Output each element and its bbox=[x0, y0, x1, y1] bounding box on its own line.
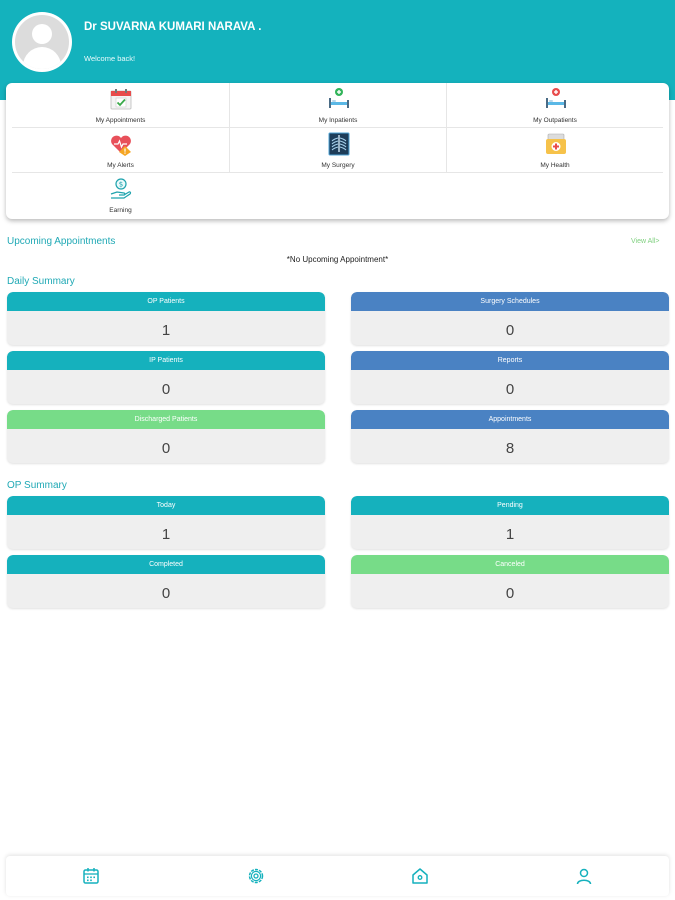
bottom-nav bbox=[6, 856, 669, 896]
avatar-placeholder-icon bbox=[15, 15, 69, 69]
stat-surgery-schedules[interactable]: Surgery Schedules 0 bbox=[351, 292, 669, 345]
menu-my-outpatients[interactable]: My Outpatients bbox=[446, 83, 663, 128]
calendar-icon[interactable] bbox=[81, 866, 101, 886]
stat-discharged-patients[interactable]: Discharged Patients 0 bbox=[7, 410, 325, 463]
heart-alert-icon bbox=[111, 135, 131, 156]
menu-card: My Appointments My Inpatients bbox=[6, 83, 669, 219]
stat-value: 0 bbox=[505, 381, 515, 398]
upcoming-appointments-title: Upcoming Appointments bbox=[7, 236, 116, 247]
home-icon[interactable] bbox=[410, 866, 430, 886]
stat-header: Surgery Schedules bbox=[351, 292, 669, 311]
stat-header: Canceled bbox=[351, 555, 669, 574]
first-aid-bag-icon bbox=[546, 133, 566, 154]
menu-earning[interactable]: $ Earning bbox=[12, 173, 229, 218]
stat-value: 1 bbox=[505, 526, 515, 543]
stat-header: Reports bbox=[351, 351, 669, 370]
stat-value: 0 bbox=[161, 440, 171, 457]
menu-label: My Alerts bbox=[107, 162, 134, 169]
xray-icon bbox=[328, 132, 350, 156]
stat-header: Discharged Patients bbox=[7, 410, 325, 429]
menu-my-inpatients[interactable]: My Inpatients bbox=[229, 83, 446, 128]
hospital-bed-red-icon bbox=[546, 88, 566, 108]
stat-header: Appointments bbox=[351, 410, 669, 429]
profile-icon[interactable] bbox=[574, 866, 594, 886]
menu-label: My Inpatients bbox=[318, 117, 358, 124]
stat-value: 0 bbox=[161, 381, 171, 398]
stat-canceled[interactable]: Canceled 0 bbox=[351, 555, 669, 608]
stat-header: IP Patients bbox=[7, 351, 325, 370]
svg-text:$: $ bbox=[119, 181, 123, 189]
menu-label: My Appointments bbox=[95, 117, 146, 124]
no-appointment-text: *No Upcoming Appointment* bbox=[286, 255, 389, 264]
stat-header: OP Patients bbox=[7, 292, 325, 311]
stat-pending[interactable]: Pending 1 bbox=[351, 496, 669, 549]
hand-coin-icon: $ bbox=[110, 178, 132, 199]
menu-my-surgery[interactable]: My Surgery bbox=[229, 128, 446, 173]
stat-appointments[interactable]: Appointments 8 bbox=[351, 410, 669, 463]
menu-label: My Health bbox=[540, 162, 570, 169]
settings-icon[interactable] bbox=[246, 866, 266, 886]
menu-my-appointments[interactable]: My Appointments bbox=[12, 83, 229, 128]
menu-label: My Surgery bbox=[321, 162, 355, 169]
stat-value: 8 bbox=[505, 440, 515, 457]
stat-ip-patients[interactable]: IP Patients 0 bbox=[7, 351, 325, 404]
stat-op-patients[interactable]: OP Patients 1 bbox=[7, 292, 325, 345]
stat-header: Today bbox=[7, 496, 325, 515]
stat-value: 0 bbox=[505, 322, 515, 339]
stat-today[interactable]: Today 1 bbox=[7, 496, 325, 549]
menu-label: My Outpatients bbox=[533, 117, 577, 124]
avatar[interactable] bbox=[12, 12, 72, 72]
stat-value: 1 bbox=[161, 322, 171, 339]
stat-header: Completed bbox=[7, 555, 325, 574]
welcome-text: Welcome back! bbox=[84, 54, 136, 63]
stat-reports[interactable]: Reports 0 bbox=[351, 351, 669, 404]
stat-value: 0 bbox=[161, 585, 171, 602]
doctor-name: Dr SUVARNA KUMARI NARAVA . bbox=[84, 21, 262, 33]
stat-completed[interactable]: Completed 0 bbox=[7, 555, 325, 608]
daily-summary-title: Daily Summary bbox=[7, 276, 75, 287]
stat-value: 1 bbox=[161, 526, 171, 543]
menu-label: Earning bbox=[109, 207, 132, 214]
menu-my-health[interactable]: My Health bbox=[446, 128, 663, 173]
op-summary-title: OP Summary bbox=[7, 480, 67, 491]
stat-value: 0 bbox=[505, 585, 515, 602]
hospital-bed-green-icon bbox=[329, 88, 349, 108]
view-all-link[interactable]: View All> bbox=[631, 238, 660, 245]
calendar-check-icon bbox=[110, 89, 132, 110]
stat-header: Pending bbox=[351, 496, 669, 515]
menu-my-alerts[interactable]: My Alerts bbox=[12, 128, 229, 173]
